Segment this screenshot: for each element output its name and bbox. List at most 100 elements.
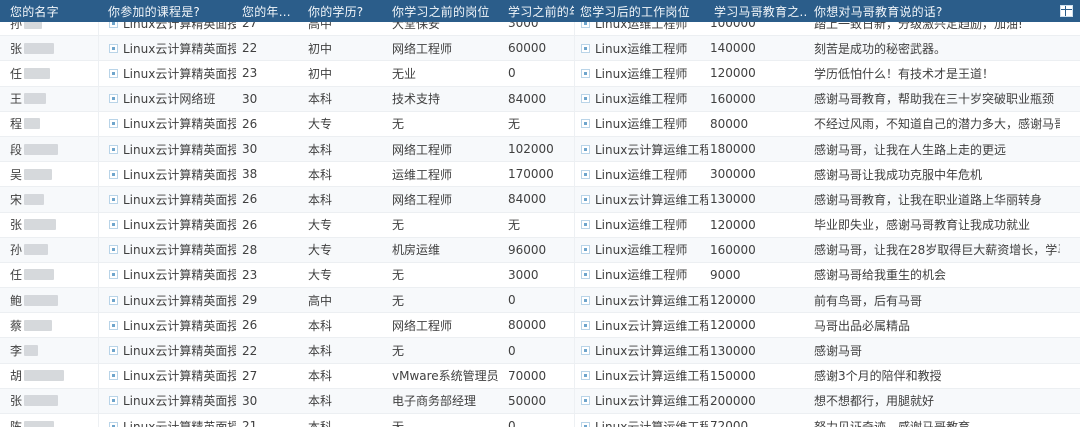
- cell-age-label: 27: [242, 22, 258, 31]
- expand-square-icon[interactable]: [109, 396, 118, 406]
- table-row[interactable]: 鲍 Linux云计算精英面授班 29 高中 无 0 Linux云计算运维工程师120000 前…: [0, 288, 1080, 314]
- column-header-comment[interactable]: 你想对马哥教育说的话?: [814, 4, 943, 19]
- expand-square-icon[interactable]: [581, 346, 590, 356]
- cell-course: Linux云计网络班: [98, 86, 236, 111]
- expand-square-icon[interactable]: [109, 346, 118, 356]
- column-header-course[interactable]: 你参加的课程是?: [108, 4, 200, 19]
- expand-square-icon[interactable]: [109, 22, 118, 28]
- table-row[interactable]: 张 Linux云计算精英面授班 30 本科 电子商务部经理 50000 Linux云计算运维…: [0, 388, 1080, 414]
- table-row[interactable]: 孙 Linux云计算精英面授班 27 高中 大堂保安 3000 Linux运维工程师 1000…: [0, 22, 1080, 37]
- expand-square-icon[interactable]: [581, 270, 590, 280]
- cell-education-label: 大专: [308, 268, 333, 283]
- cell-salary-before: 84000: [502, 187, 574, 211]
- cell-job-after-label: Linux运维工程师: [595, 41, 688, 56]
- expand-square-icon[interactable]: [581, 169, 590, 179]
- table-row[interactable]: 王 Linux云计网络班 30 本科 技术支持 84000 Linux运维工程师 160000…: [0, 86, 1080, 112]
- table-row[interactable]: 任 Linux云计算精英面授班 23 大专 无 3000 Linux运维工程师 9000 感谢马…: [0, 262, 1080, 289]
- cell-salary-after-label: 80000: [710, 116, 749, 131]
- table-row[interactable]: 张 Linux云计算精英面授班 26 大专 无 无 Linux运维工程师 120000 毕业即失…: [0, 212, 1080, 238]
- expand-square-icon[interactable]: [581, 43, 590, 53]
- expand-square-icon[interactable]: [581, 68, 590, 78]
- column-header-education[interactable]: 你的学历?: [308, 4, 364, 19]
- expand-square-icon[interactable]: [581, 421, 590, 427]
- expand-square-icon[interactable]: [581, 22, 590, 28]
- expand-square-icon[interactable]: [581, 245, 590, 255]
- table-body-viewport[interactable]: 孙Linux云计算精英面授班27高中大堂保安3000Linux运维工程师1000…: [0, 22, 1080, 427]
- expand-square-icon[interactable]: [109, 194, 118, 204]
- column-header-name[interactable]: 您的名字: [10, 4, 59, 19]
- expand-square-icon[interactable]: [109, 320, 118, 330]
- cell-salary-before-label: 84000: [508, 91, 547, 106]
- expand-square-icon[interactable]: [581, 371, 590, 381]
- expand-square-icon[interactable]: [581, 320, 590, 330]
- column-header-salary-after[interactable]: 学习马哥教育之…: [714, 4, 808, 19]
- cell-job-before: 无业: [386, 61, 502, 85]
- expand-square-icon[interactable]: [109, 94, 118, 104]
- table-row[interactable]: 程 Linux云计算精英面授班 26 大专 无 无 Linux运维工程师 80000 不经过风雨…: [0, 111, 1080, 137]
- cell-course-label: Linux云计算精英面授班: [123, 318, 236, 333]
- cell-course: Linux云计算精英面授班: [98, 61, 236, 86]
- table-row[interactable]: 张 Linux云计算精英面授班 22 初中 网络工程师 60000 Linux运维工程师 14…: [0, 36, 1080, 62]
- expand-square-icon[interactable]: [109, 295, 118, 305]
- cell-age: 26: [236, 313, 302, 337]
- expand-square-icon[interactable]: [109, 119, 118, 129]
- expand-square-icon[interactable]: [581, 396, 590, 406]
- cell-age-label: 23: [242, 66, 258, 81]
- table-row[interactable]: 孙 Linux云计算精英面授班 28 大专 机房运维 96000 Linux运维工程师 160…: [0, 237, 1080, 263]
- table-row[interactable]: 宋 Linux云计算精英面授班 26 本科 网络工程师 84000 Linux云计算运维工程…: [0, 187, 1080, 213]
- cell-comment-label: 努力见证奇迹，感谢马哥教育: [814, 419, 971, 427]
- cell-comment: 感谢马哥: [808, 338, 1060, 362]
- cell-comment-label: 感谢马哥让我成功克服中年危机: [814, 167, 983, 182]
- cell-course: Linux云计算精英面授班: [98, 363, 236, 388]
- column-header-job-after[interactable]: 您学习后的工作岗位: [580, 4, 690, 19]
- table-row[interactable]: 胡 Linux云计算精英面授班 27 本科 vMware系统管理员 70000 Linux云…: [0, 363, 1080, 389]
- name-redaction-block: [24, 22, 43, 29]
- grid-table-icon[interactable]: [1058, 3, 1074, 19]
- expand-square-icon[interactable]: [109, 144, 118, 154]
- cell-salary-before: 0: [502, 414, 574, 427]
- table-row[interactable]: 李 Linux云计算精英面授班 22 本科 无 0 Linux云计算运维工程师130000 感…: [0, 338, 1080, 364]
- cell-salary-before-label: 96000: [508, 242, 547, 257]
- table-body: 孙Linux云计算精英面授班27高中大堂保安3000Linux运维工程师1000…: [0, 22, 1080, 427]
- cell-salary-after: 180000: [708, 137, 808, 161]
- expand-square-icon[interactable]: [581, 94, 590, 104]
- cell-job-after-label: Linux云计算运维工程师: [595, 344, 708, 359]
- expand-square-icon[interactable]: [581, 119, 590, 129]
- expand-square-icon[interactable]: [581, 144, 590, 154]
- expand-square-icon[interactable]: [109, 421, 118, 427]
- column-header-salary-before[interactable]: 学习之前的年…: [508, 4, 574, 19]
- cell-course-label: Linux云计网络班: [123, 92, 216, 107]
- expand-square-icon[interactable]: [109, 220, 118, 230]
- cell-name: 陈: [0, 414, 98, 427]
- expand-square-icon[interactable]: [109, 169, 118, 179]
- cell-course: Linux云计算精英面授班: [98, 162, 236, 187]
- column-header-job-before[interactable]: 你学习之前的岗位: [392, 4, 490, 19]
- expand-square-icon[interactable]: [581, 194, 590, 204]
- expand-square-icon[interactable]: [581, 295, 590, 305]
- cell-salary-before-label: 70000: [508, 368, 547, 383]
- table-row[interactable]: 蔡 Linux云计算精英面授班 26 本科 网络工程师 80000 Linux云计算运维工程…: [0, 313, 1080, 339]
- cell-job-after: Linux运维工程师: [574, 162, 708, 187]
- table-row[interactable]: 吴 Linux云计算精英面授班 38 本科 运维工程师 170000 Linux运维工程师 3…: [0, 162, 1080, 188]
- cell-age: 26: [236, 213, 302, 237]
- cell-course: Linux云计算精英面授班: [98, 212, 236, 237]
- cell-comment-label: 毕业即失业，感谢马哥教育让我成功就业: [814, 218, 1031, 233]
- table-row[interactable]: 段 Linux云计算精英面授班 30 本科 网络工程师 102000 Linux云计算运维工…: [0, 136, 1080, 163]
- expand-square-icon[interactable]: [581, 220, 590, 230]
- cell-job-after-label: Linux云计算运维工程师: [595, 293, 708, 308]
- cell-salary-before: 3000: [502, 263, 574, 287]
- cell-name: 程: [0, 112, 98, 136]
- expand-square-icon[interactable]: [109, 68, 118, 78]
- table-row[interactable]: 陈 Linux云计算精英面授班 21 本科 无 0 Linux云计算运维工程师72000 努力…: [0, 414, 1080, 427]
- expand-square-icon[interactable]: [109, 245, 118, 255]
- expand-square-icon[interactable]: [109, 43, 118, 53]
- table-row[interactable]: 任 Linux云计算精英面授班 23 初中 无业 0 Linux运维工程师 120000 学历低…: [0, 61, 1080, 87]
- expand-square-icon[interactable]: [109, 371, 118, 381]
- expand-square-icon[interactable]: [109, 270, 118, 280]
- cell-job-after-label: Linux云计算运维工程师: [595, 318, 708, 333]
- cell-salary-before-label: 102000: [508, 142, 554, 157]
- cell-comment-label: 感谢马哥教育，帮助我在三十岁突破职业瓶颈: [814, 92, 1055, 107]
- column-header-age[interactable]: 您的年…: [242, 4, 291, 19]
- cell-salary-after: 120000: [708, 61, 808, 85]
- cell-salary-after: 72000: [708, 414, 808, 427]
